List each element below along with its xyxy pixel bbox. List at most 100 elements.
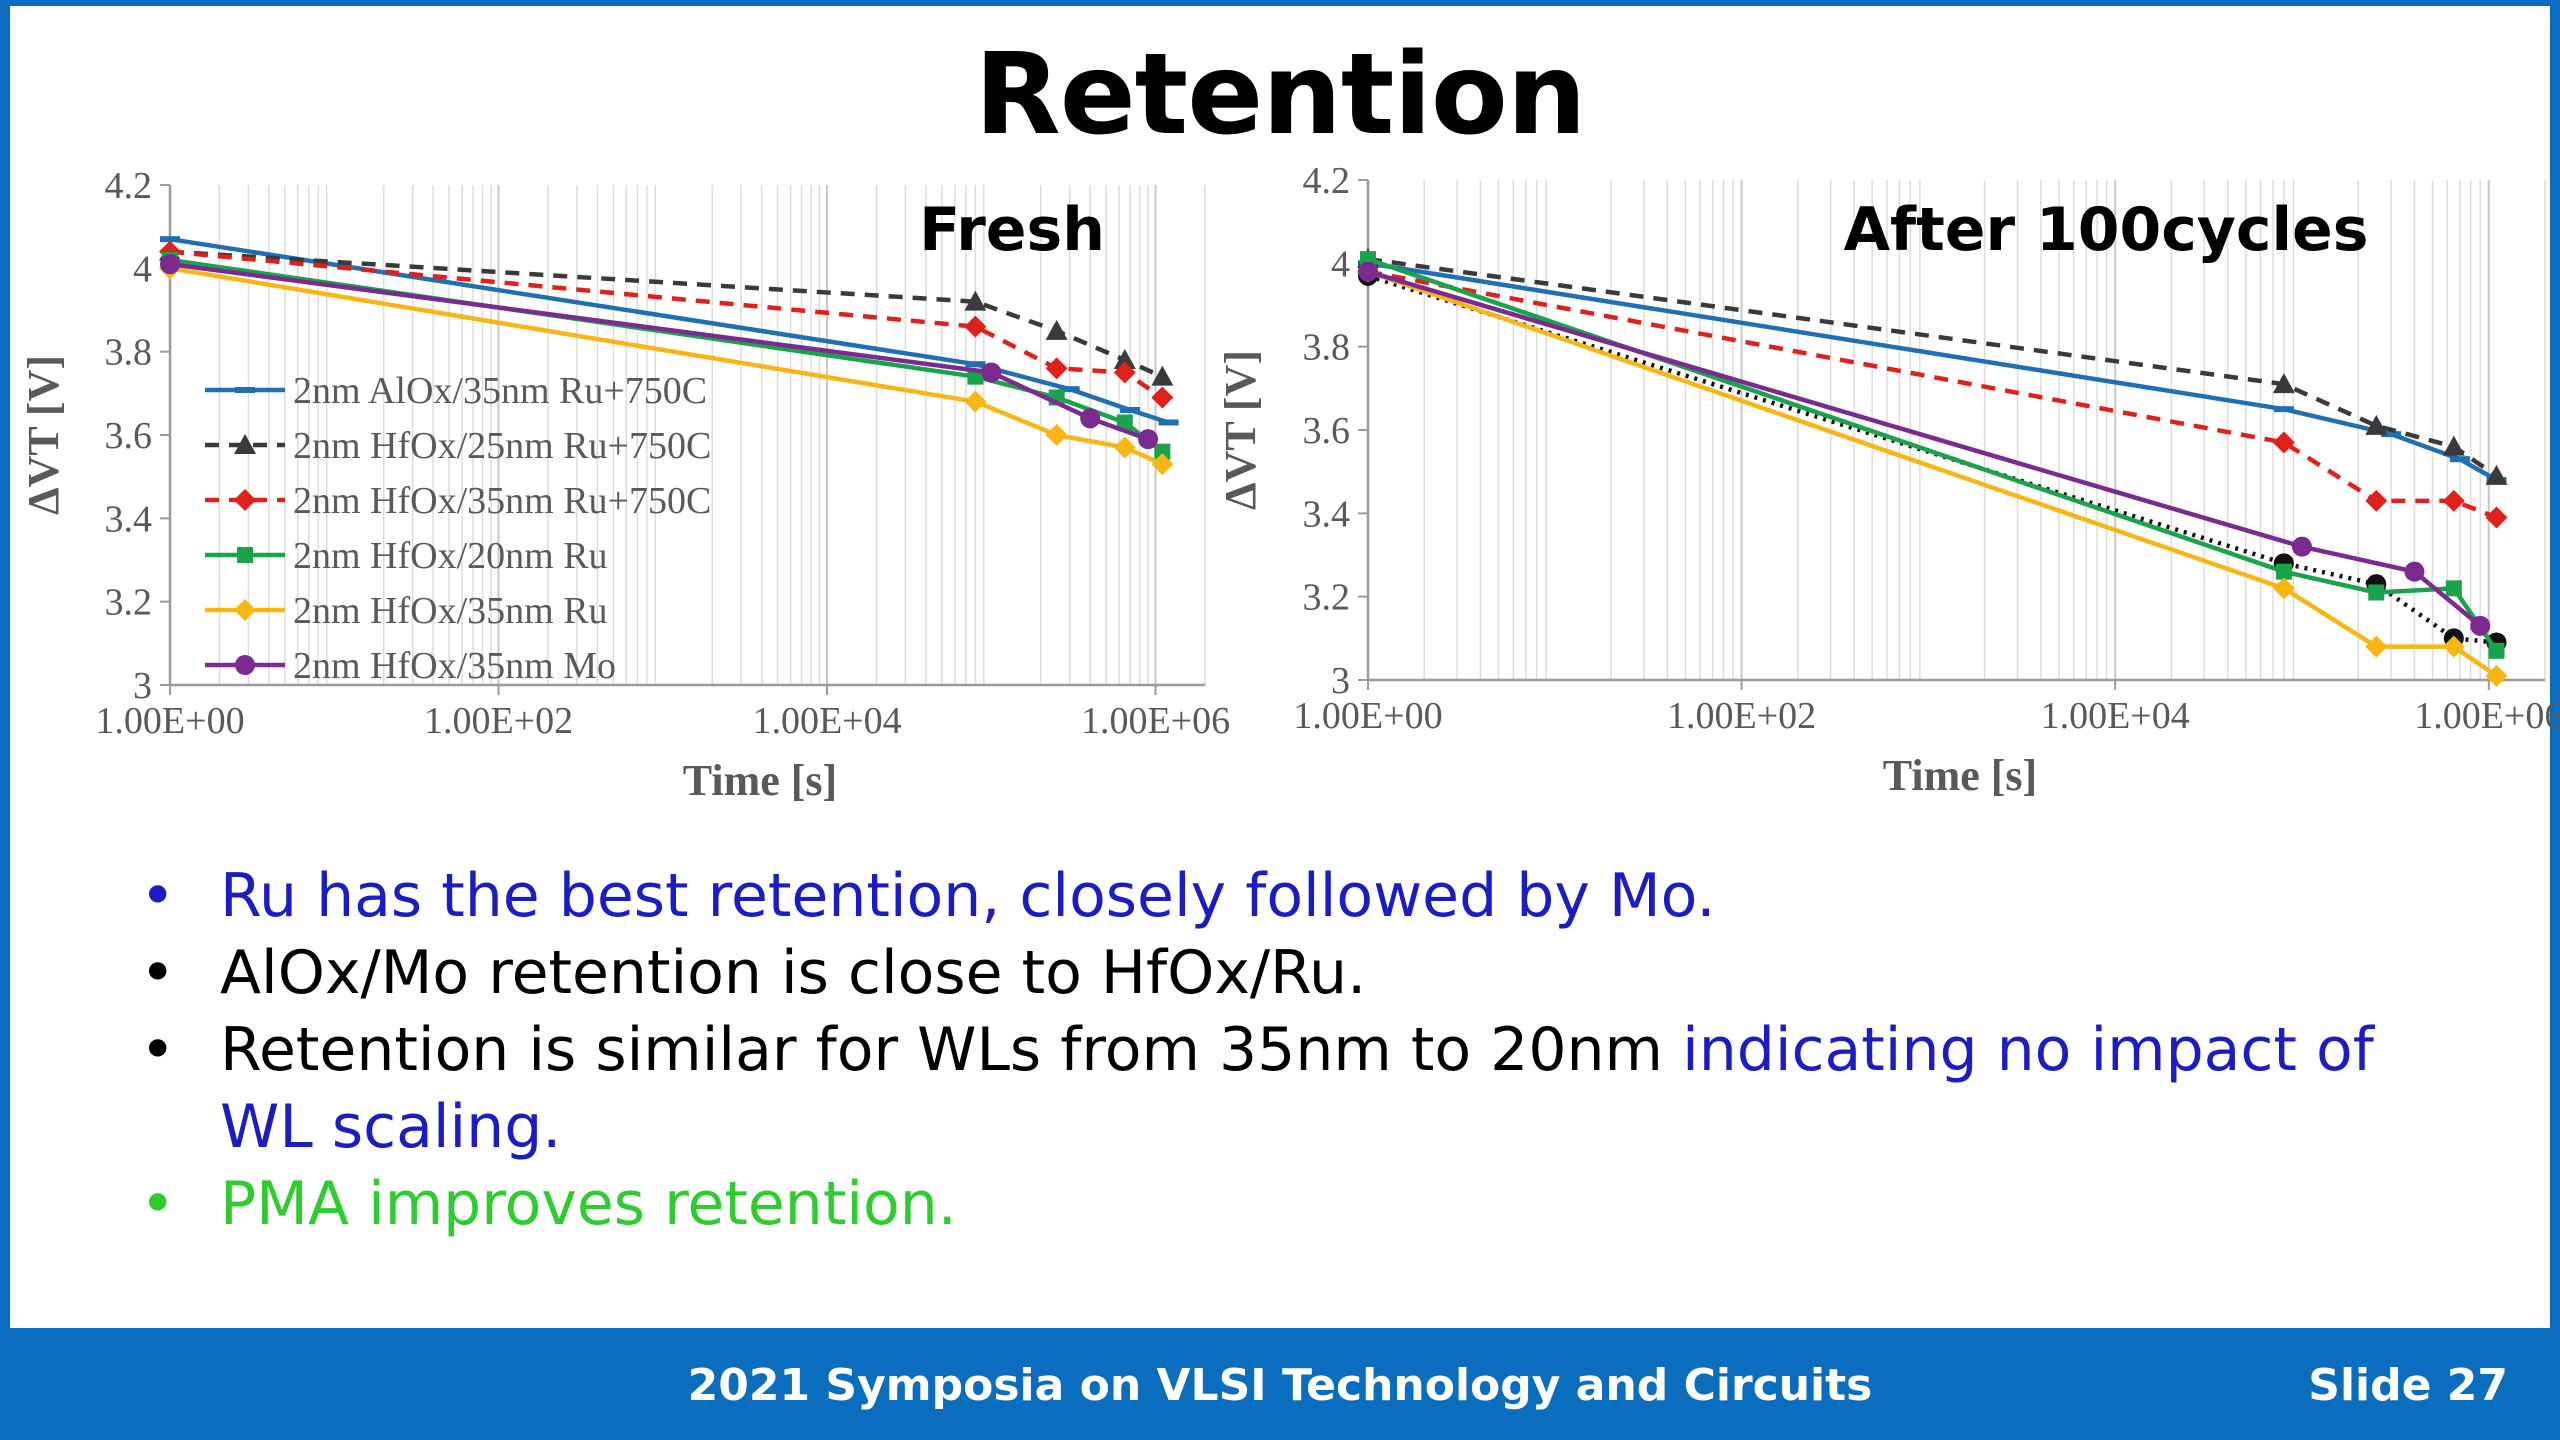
y-tick-label: 4 [1331, 243, 1350, 285]
legend-marker [234, 599, 256, 621]
y-axis-label: ΔVT [V] [19, 355, 68, 515]
footer-conference: 2021 Symposia on VLSI Technology and Cir… [687, 1360, 1873, 1411]
footer-slide-number: Slide 27 [2308, 1360, 2508, 1411]
data-point [2442, 635, 2465, 658]
data-point [1113, 349, 1136, 369]
data-point [2488, 642, 2505, 659]
x-tick-label: 1.00E+06 [1081, 700, 1230, 742]
y-tick-label: 4.2 [105, 165, 153, 207]
bullet-1-text: Ru has the best retention, closely follo… [220, 861, 1716, 931]
data-point [1120, 407, 1141, 413]
bullet-3-text-b: indicating no impact of WL scaling. [220, 1015, 2374, 1162]
data-point [1059, 386, 1080, 393]
x-tick-label: 1.00E+00 [1293, 695, 1442, 737]
data-point [2365, 489, 2388, 512]
bullet-dot: • [140, 1015, 176, 1085]
x-axis-label: Time [s] [1883, 751, 2037, 800]
data-point [1154, 443, 1171, 460]
data-point [2485, 506, 2508, 529]
y-tick-label: 3.8 [1303, 327, 1351, 369]
x-tick-label: 1.00E+04 [2041, 695, 2190, 737]
legend-label: 2nm HfOx/20nm Ru [293, 535, 608, 577]
series-5 [1357, 260, 2508, 687]
data-point [2273, 406, 2294, 413]
data-point [1151, 365, 1174, 386]
series-line [169, 261, 1149, 442]
bullet-2-text: AlOx/Mo retention is close to HfOx/Ru. [220, 938, 1367, 1008]
chart-fresh: 3 3.2 3.4 3.6 3.8 4 4.2 1.00E+00 1.00E+02 1.00E+0… [19, 165, 1230, 805]
legend-marker [234, 434, 256, 454]
legend-marker [235, 387, 255, 393]
data-point [981, 362, 1002, 383]
chart-title: Fresh [919, 195, 1105, 265]
data-point [964, 315, 987, 338]
bullet-dot: • [140, 1169, 176, 1239]
data-point [2368, 584, 2385, 601]
bullet-3: • Retention is similar for WLs from 35nm… [140, 1012, 2460, 1166]
x-tick-label: 1.00E+06 [2414, 695, 2560, 737]
data-point [2449, 456, 2470, 463]
data-point [1151, 386, 1174, 409]
data-point [160, 236, 180, 243]
data-point [2365, 414, 2388, 435]
bullet-3-text-a: Retention is similar for WLs from 35nm t… [220, 1015, 1683, 1085]
bullet-dot: • [140, 938, 176, 1008]
series-3 [1358, 265, 2507, 653]
y-tick-label: 3.2 [105, 582, 153, 624]
x-axis-label: Time [s] [683, 756, 837, 805]
legend: 2nm AlOx/35nm Ru+750C 2nm HfOx/25nm Ru+75… [205, 370, 711, 687]
series-5 [160, 254, 1159, 450]
chart-title: After 100cycles [1844, 195, 2369, 265]
bullet-4-text: PMA improves retention. [220, 1169, 957, 1239]
footer-bar: 2021 Symposia on VLSI Technology and Cir… [0, 1328, 2560, 1440]
data-point [964, 290, 987, 311]
data-point [2272, 577, 2295, 600]
y-tick-label: 3.4 [105, 498, 153, 540]
series-0 [160, 236, 1179, 426]
data-point [1045, 424, 1068, 446]
series-1 [159, 240, 1174, 386]
data-point [2445, 580, 2462, 597]
data-point [1045, 357, 1068, 380]
legend-marker [237, 547, 253, 563]
bullet-list: • Ru has the best retention, closely fol… [140, 858, 2460, 1243]
data-point [2275, 563, 2292, 580]
data-point [1358, 261, 1378, 282]
x-tick-label: 1.00E+00 [95, 700, 244, 742]
data-point [2404, 561, 2425, 582]
bullet-1: • Ru has the best retention, closely fol… [140, 858, 2460, 935]
data-point [2272, 431, 2295, 454]
data-point [1158, 419, 1179, 426]
series-4 [1360, 251, 2505, 659]
legend-marker [234, 489, 256, 511]
y-tick-label: 3.6 [105, 415, 153, 457]
bullet-4: • PMA improves retention. [140, 1166, 2460, 1243]
series-2 [1357, 260, 2508, 529]
data-point [1113, 436, 1136, 459]
data-point [1045, 319, 1068, 340]
data-point [2272, 373, 2295, 394]
data-point [965, 361, 986, 368]
series-line [1367, 269, 2482, 628]
y-tick-label: 3.8 [105, 332, 153, 374]
y-tick-label: 4 [133, 248, 152, 290]
x-tick-label: 1.00E+04 [752, 700, 901, 742]
legend-label: 2nm HfOx/25nm Ru+750C [293, 425, 711, 467]
data-point [2442, 489, 2465, 512]
data-point [160, 254, 180, 275]
data-point [1080, 408, 1101, 429]
y-tick-label: 3 [133, 665, 152, 707]
data-point [1138, 429, 1159, 450]
data-point [1116, 414, 1133, 431]
series-6 [1358, 261, 2491, 636]
data-point [964, 390, 987, 413]
data-point [2381, 431, 2402, 438]
data-point [2485, 664, 2508, 687]
legend-label: 2nm AlOx/35nm Ru+750C [293, 370, 707, 412]
x-tick-label: 1.00E+02 [424, 700, 573, 742]
legend-label: 2nm HfOx/35nm Ru+750C [293, 480, 711, 522]
y-tick-label: 4.2 [1303, 160, 1351, 202]
y-tick-label: 3 [1331, 660, 1350, 702]
data-point [2442, 435, 2465, 456]
